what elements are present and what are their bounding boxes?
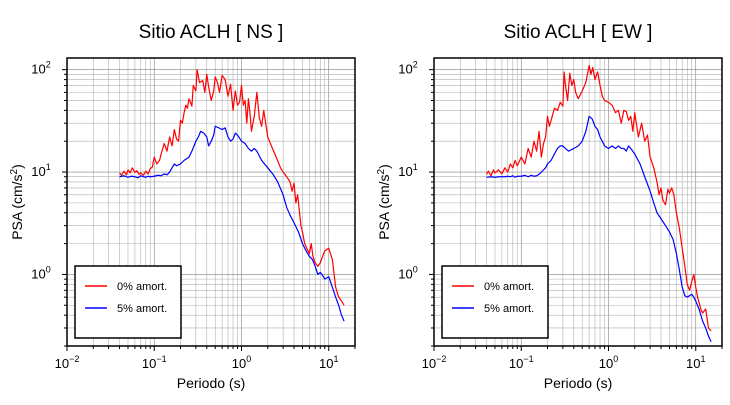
y-axis-label-close: ) bbox=[376, 164, 392, 169]
y-tick-label-base: 10 bbox=[31, 266, 45, 281]
y-tick-label: 102 bbox=[398, 60, 417, 77]
x-tick-label: 10−2 bbox=[55, 354, 80, 371]
y-tick-label-exp: 2 bbox=[46, 60, 51, 70]
y-tick-label-base: 10 bbox=[31, 62, 45, 77]
legend-box bbox=[441, 265, 549, 339]
x-tick-label-exp: 0 bbox=[246, 354, 251, 364]
x-tick-label-base: 10 bbox=[686, 356, 700, 371]
y-tick-label: 101 bbox=[398, 162, 417, 179]
y-axis-label-sup: 2 bbox=[9, 168, 20, 174]
x-tick-label-base: 10 bbox=[599, 356, 613, 371]
x-tick-label-base: 10 bbox=[142, 356, 156, 371]
y-tick-label-base: 10 bbox=[398, 62, 412, 77]
y-tick-label: 100 bbox=[398, 264, 417, 281]
x-axis-label: Periodo (s) bbox=[177, 375, 245, 391]
x-tick-label-exp: −1 bbox=[156, 354, 166, 364]
y-tick-label: 101 bbox=[31, 162, 50, 179]
x-tick-label: 10−2 bbox=[422, 354, 447, 371]
x-axis-label: Periodo (s) bbox=[544, 375, 612, 391]
chart-title: Sitio ACLH [ NS ] bbox=[139, 22, 284, 43]
legend-box bbox=[74, 265, 182, 339]
plot-frame bbox=[433, 57, 723, 347]
y-axis-label: PSA (cm/s2) bbox=[376, 164, 392, 240]
x-tick-label-exp: 1 bbox=[700, 354, 705, 364]
series-line-0pct bbox=[119, 69, 345, 306]
legend-label-5pct: 5% amort. bbox=[484, 303, 534, 315]
x-tick-label-base: 10 bbox=[319, 356, 333, 371]
legend-label-5pct: 5% amort. bbox=[117, 303, 167, 315]
legend: 0% amort. 5% amort. bbox=[441, 265, 549, 339]
axis-ticks bbox=[429, 69, 723, 351]
chart-title: Sitio ACLH [ EW ] bbox=[504, 22, 653, 43]
legend-label-0pct: 0% amort. bbox=[117, 281, 167, 293]
y-tick-label-base: 10 bbox=[398, 266, 412, 281]
x-tick-label-exp: −1 bbox=[523, 354, 533, 364]
y-tick-label-exp: 1 bbox=[46, 162, 51, 172]
x-tick-label-base: 10 bbox=[509, 356, 523, 371]
y-axis-label-base: PSA (cm/s bbox=[376, 174, 392, 239]
x-tick-label-exp: −2 bbox=[69, 354, 79, 364]
y-axis-label-close: ) bbox=[9, 164, 25, 169]
x-tick-label-base: 10 bbox=[55, 356, 69, 371]
x-tick-label-base: 10 bbox=[422, 356, 436, 371]
grid bbox=[433, 58, 723, 347]
series-line-5pct bbox=[486, 115, 712, 343]
x-tick-label: 10−1 bbox=[142, 354, 167, 371]
x-tick-label: 101 bbox=[319, 354, 338, 371]
y-tick-label: 100 bbox=[31, 264, 50, 281]
x-tick-label: 100 bbox=[599, 354, 618, 371]
y-tick-label-exp: 2 bbox=[413, 60, 418, 70]
y-tick-label-base: 10 bbox=[398, 164, 412, 179]
y-tick-label-base: 10 bbox=[31, 164, 45, 179]
y-tick-label: 102 bbox=[31, 60, 50, 77]
y-tick-label-exp: 0 bbox=[46, 264, 51, 274]
x-tick-label-exp: −2 bbox=[436, 354, 446, 364]
series-line-5pct bbox=[119, 125, 345, 322]
x-tick-label-exp: 0 bbox=[613, 354, 618, 364]
axis-ticks bbox=[62, 69, 356, 351]
legend: 0% amort. 5% amort. bbox=[74, 265, 182, 339]
legend-label-0pct: 0% amort. bbox=[484, 281, 534, 293]
plot-frame bbox=[66, 57, 356, 347]
y-axis-label: PSA (cm/s2) bbox=[9, 164, 25, 240]
x-tick-label-exp: 1 bbox=[333, 354, 338, 364]
y-tick-label-exp: 0 bbox=[413, 264, 418, 274]
x-tick-label: 100 bbox=[232, 354, 251, 371]
x-tick-label: 10−1 bbox=[509, 354, 534, 371]
y-axis-label-base: PSA (cm/s bbox=[9, 174, 25, 239]
x-tick-label: 101 bbox=[686, 354, 705, 371]
y-axis-label-sup: 2 bbox=[376, 168, 387, 174]
series-line-0pct bbox=[486, 64, 712, 332]
y-tick-label-exp: 1 bbox=[413, 162, 418, 172]
x-tick-label-base: 10 bbox=[232, 356, 246, 371]
